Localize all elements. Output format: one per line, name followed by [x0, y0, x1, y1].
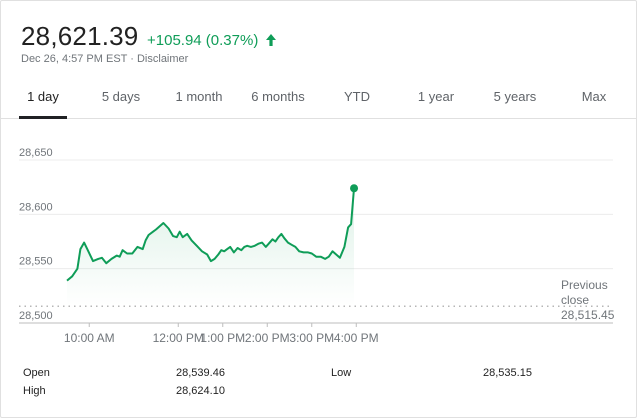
previous-close-label-line1: Previous	[561, 278, 608, 292]
timestamp: Dec 26, 4:57 PM EST	[21, 53, 128, 65]
low-value: 28,535.15	[483, 367, 532, 379]
tab-1-month[interactable]: 1 month	[175, 89, 223, 104]
price-line	[66, 188, 355, 282]
previous-close-value: 28,515.45	[561, 308, 615, 322]
intraday-chart[interactable]: 28,650 28,600 28,550 28,500 10:00 AM 12:00 P…	[1, 119, 636, 351]
x-tick-label: 2:00 PM	[245, 331, 290, 345]
tab-ytd[interactable]: YTD	[344, 89, 370, 104]
high-value: 28,624.10	[176, 385, 225, 397]
current-price: 28,621.39	[21, 21, 139, 51]
arrow-up-icon	[266, 34, 276, 46]
disclaimer-link[interactable]: Disclaimer	[136, 53, 189, 65]
high-label: High	[23, 385, 46, 397]
y-tick-label: 28,600	[19, 201, 53, 213]
y-tick-label: 28,500	[19, 310, 53, 322]
x-tick-label: 12:00 PM	[153, 331, 204, 345]
x-axis-ticks: 10:00 AM 12:00 PM1:00 PM 2:00 PM 3:00 PM 4:0…	[64, 323, 379, 345]
range-tabs: 1 day 5 days 1 month 6 months YTD 1 year…	[1, 81, 636, 119]
area-fill	[67, 188, 354, 307]
tab-1-year[interactable]: 1 year	[417, 89, 455, 104]
open-label: Open	[23, 367, 50, 379]
tab-max[interactable]: Max	[581, 89, 607, 104]
chart-area	[67, 188, 354, 307]
y-axis-ticks: 28,650 28,600 28,550 28,500	[19, 147, 53, 322]
open-value: 28,539.46	[176, 367, 225, 379]
separator: ·	[130, 53, 134, 65]
x-tick-label: 1:00 PM	[200, 331, 245, 345]
tab-1-day[interactable]: 1 day	[27, 89, 59, 104]
chart-line	[66, 184, 359, 282]
x-tick-label: 10:00 AM	[64, 331, 115, 345]
low-label: Low	[331, 367, 352, 379]
x-tick-label: 3:00 PM	[289, 331, 334, 345]
tab-5-days[interactable]: 5 days	[101, 89, 141, 104]
previous-close-label-line2: close	[561, 293, 589, 307]
x-tick-label: 4:00 PM	[334, 331, 379, 345]
price-change: +105.94 (0.37%)	[147, 32, 259, 49]
tab-6-months[interactable]: 6 months	[251, 89, 305, 104]
timestamp-line: Dec 26, 4:57 PM EST · Disclaimer	[21, 53, 188, 65]
y-tick-label: 28,550	[19, 256, 53, 268]
active-tab-indicator	[19, 116, 67, 119]
latest-point-marker	[350, 184, 359, 193]
y-tick-label: 28,650	[19, 147, 53, 159]
tab-5-years[interactable]: 5 years	[493, 89, 537, 104]
